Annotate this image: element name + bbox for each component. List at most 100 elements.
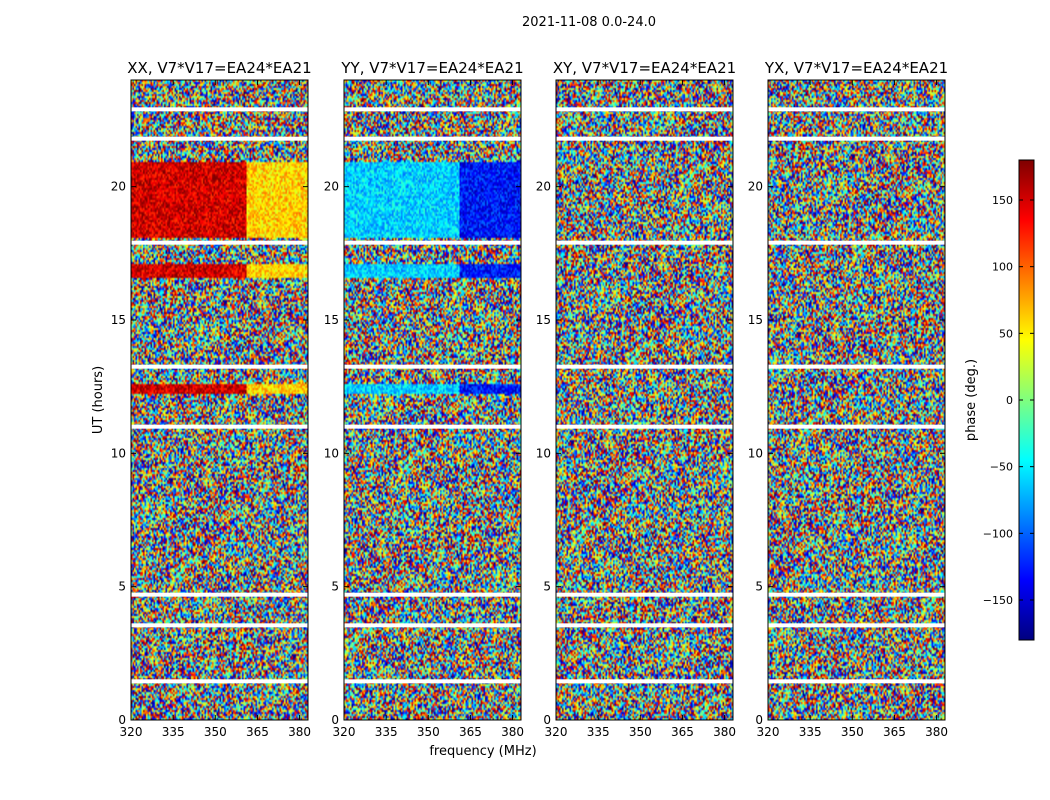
axes-frame <box>767 79 946 721</box>
flagged-band <box>344 364 521 369</box>
axes-frame <box>130 79 309 721</box>
x-tick-label: 335 <box>799 725 822 739</box>
y-tick-label: 10 <box>111 446 126 460</box>
y-tick-label: 15 <box>748 313 763 327</box>
flagged-band <box>556 136 733 141</box>
panel-title: YY, V7*V17=EA24*EA21 <box>340 59 523 77</box>
flagged-band <box>131 240 308 245</box>
colorbar-tick-label: 0 <box>1006 394 1013 407</box>
flagged-band <box>556 592 733 597</box>
flagged-band <box>344 592 521 597</box>
x-tick-label: 320 <box>545 725 568 739</box>
panel-2: YY, V7*V17=EA24*EA21 320 335 350 365 380 0 5 10 1… <box>324 59 524 739</box>
flagged-band <box>556 424 733 429</box>
y-tick-label: 0 <box>118 713 126 727</box>
y-tick-label: 15 <box>324 313 339 327</box>
colorbar-label: phase (deg.) <box>964 359 979 441</box>
y-tick-label: 5 <box>118 580 126 594</box>
colorbar: 150 100 50 0 −50 −100 −150 phase (deg.) <box>964 159 1035 641</box>
flagged-band <box>344 424 521 429</box>
x-tick-label: 365 <box>671 725 694 739</box>
heatmap-raster <box>131 80 308 720</box>
panel-title: XY, V7*V17=EA24*EA21 <box>553 59 736 77</box>
x-tick-label: 335 <box>375 725 398 739</box>
flagged-band <box>344 107 521 112</box>
figure-suptitle: 2021-11-08 0.0-24.0 <box>522 15 656 30</box>
flagged-band <box>344 623 521 628</box>
y-axis-label: UT (hours) <box>91 366 106 434</box>
x-tick-label: 320 <box>333 725 356 739</box>
x-tick-label: 335 <box>162 725 185 739</box>
flagged-band <box>768 679 945 684</box>
panel-1: XX, V7*V17=EA24*EA21 320 335 350 365 380 0 5 10 1… <box>111 59 312 739</box>
colorbar-ticks: 150 100 50 0 −50 −100 −150 <box>983 194 1034 607</box>
flagged-band <box>768 136 945 141</box>
axes-frame <box>343 79 522 721</box>
colorbar-tick-label: −50 <box>990 461 1013 474</box>
panel-4: YX, V7*V17=EA24*EA21 320 335 350 365 380 0 5 10 1… <box>748 59 948 739</box>
heatmap-raster <box>344 80 521 720</box>
y-tick-label: 10 <box>536 446 551 460</box>
x-tick-label: 335 <box>587 725 610 739</box>
flagged-band <box>344 136 521 141</box>
y-tick-label: 20 <box>536 180 551 194</box>
flagged-band <box>131 424 308 429</box>
y-tick-label: 10 <box>324 446 339 460</box>
flagged-band <box>131 364 308 369</box>
flagged-band <box>768 107 945 112</box>
y-tick-label: 5 <box>331 580 339 594</box>
x-tick-label: 380 <box>925 725 948 739</box>
flagged-band <box>556 240 733 245</box>
flagged-band <box>344 679 521 684</box>
colorbar-tick-label: −150 <box>983 594 1013 607</box>
x-tick-label: 380 <box>288 725 311 739</box>
x-tick-label: 350 <box>841 725 864 739</box>
y-tick-label: 15 <box>111 313 126 327</box>
flagged-band <box>556 679 733 684</box>
x-tick-label: 365 <box>459 725 482 739</box>
y-tick-label: 20 <box>111 180 126 194</box>
y-tick-label: 5 <box>543 580 551 594</box>
y-tick-label: 10 <box>748 446 763 460</box>
panels-group: XX, V7*V17=EA24*EA21 320 335 350 365 380 0 5 10 1… <box>111 59 948 739</box>
heatmap-raster <box>556 80 733 720</box>
y-tick-label: 15 <box>536 313 551 327</box>
y-tick-label: 20 <box>748 180 763 194</box>
colorbar-tick-label: 100 <box>992 261 1013 274</box>
y-tick-label: 0 <box>755 713 763 727</box>
flagged-band <box>131 136 308 141</box>
x-tick-label: 350 <box>417 725 440 739</box>
colorbar-tick-label: −100 <box>983 527 1013 540</box>
flagged-band <box>556 623 733 628</box>
x-tick-label: 380 <box>713 725 736 739</box>
flagged-band <box>131 107 308 112</box>
y-tick-label: 0 <box>331 713 339 727</box>
x-axis-label: frequency (MHz) <box>429 744 536 759</box>
y-tick-label: 20 <box>324 180 339 194</box>
flagged-band <box>131 623 308 628</box>
x-tick-label: 365 <box>883 725 906 739</box>
x-tick-label: 380 <box>501 725 524 739</box>
x-tick-label: 350 <box>204 725 227 739</box>
x-tick-label: 320 <box>757 725 780 739</box>
flagged-band <box>131 679 308 684</box>
axes-frame <box>555 79 734 721</box>
y-tick-label: 5 <box>755 580 763 594</box>
flagged-band <box>768 623 945 628</box>
flagged-band <box>768 592 945 597</box>
flagged-band <box>768 364 945 369</box>
panel-title: XX, V7*V17=EA24*EA21 <box>127 59 311 77</box>
colorbar-tick-label: 50 <box>999 327 1013 340</box>
y-tick-label: 0 <box>543 713 551 727</box>
colorbar-tick-label: 150 <box>992 194 1013 207</box>
flagged-band <box>556 364 733 369</box>
panel-title: YX, V7*V17=EA24*EA21 <box>764 59 948 77</box>
flagged-band <box>556 107 733 112</box>
x-tick-label: 320 <box>120 725 143 739</box>
flagged-band <box>131 592 308 597</box>
flagged-band <box>768 240 945 245</box>
x-tick-label: 350 <box>629 725 652 739</box>
heatmap-raster <box>768 80 945 720</box>
flagged-band <box>344 240 521 245</box>
